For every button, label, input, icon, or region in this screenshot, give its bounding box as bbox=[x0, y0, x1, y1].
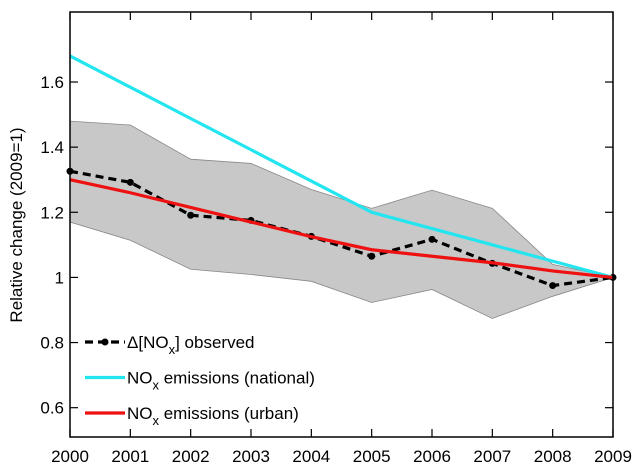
x-tick-label: 2001 bbox=[111, 447, 149, 466]
legend-label-part: emissions (urban) bbox=[159, 404, 299, 423]
y-tick-label: 0.8 bbox=[40, 334, 64, 353]
y-tick-label: 1.4 bbox=[40, 138, 64, 157]
range-band bbox=[69, 120, 615, 319]
legend-label: Δ[NOx] observed bbox=[127, 333, 254, 357]
x-tick-label: 2007 bbox=[473, 447, 511, 466]
point bbox=[368, 252, 376, 260]
y-tick-label: 1 bbox=[55, 268, 64, 287]
point bbox=[549, 282, 557, 290]
y-tick-label: 1.6 bbox=[40, 73, 64, 92]
legend-label-part: ] observed bbox=[175, 333, 254, 352]
x-tick-label: 2009 bbox=[594, 447, 632, 466]
y-tick-label: 0.6 bbox=[40, 399, 64, 418]
point bbox=[126, 178, 134, 186]
y-tick-label: 1.2 bbox=[40, 203, 64, 222]
legend-label-part: Δ[NO bbox=[127, 333, 169, 352]
legend-label-part: NO bbox=[127, 404, 153, 423]
point bbox=[428, 235, 436, 243]
x-tick-label: 2004 bbox=[292, 447, 330, 466]
series-line bbox=[69, 178, 614, 280]
x-tick-label: 2000 bbox=[51, 447, 89, 466]
x-tick-label: 2005 bbox=[353, 447, 391, 466]
legend-label-part: x bbox=[153, 378, 160, 393]
x-tick-label: 2008 bbox=[534, 447, 572, 466]
x-tick-label: 2002 bbox=[172, 447, 210, 466]
y-axis-label: Relative change (2009=1) bbox=[7, 127, 26, 322]
legend-label-part: x bbox=[169, 342, 176, 357]
legend-marker bbox=[101, 338, 109, 346]
point bbox=[187, 211, 195, 219]
legend-label-part: emissions (national) bbox=[159, 369, 315, 388]
legend-label-part: x bbox=[153, 413, 160, 428]
x-tick-label: 2006 bbox=[413, 447, 451, 466]
x-tick-label: 2003 bbox=[232, 447, 270, 466]
legend-label: NOx emissions (urban) bbox=[127, 404, 299, 428]
series-line bbox=[69, 54, 614, 279]
plot-frame bbox=[69, 11, 614, 438]
legend-label: NOx emissions (national) bbox=[127, 369, 315, 393]
legend-label-part: NO bbox=[127, 369, 153, 388]
